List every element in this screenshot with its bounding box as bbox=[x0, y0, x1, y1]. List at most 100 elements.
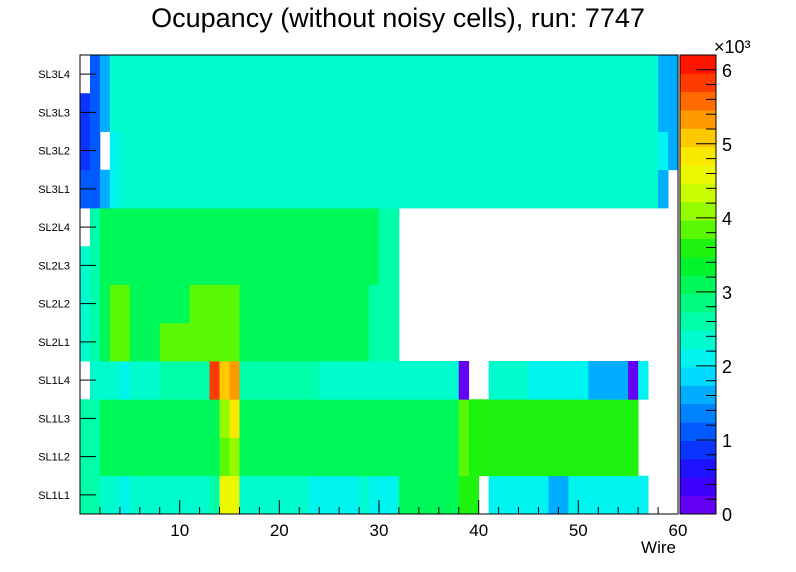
palette-tick-label: 4 bbox=[722, 209, 732, 229]
palette-level bbox=[680, 312, 716, 331]
heatmap-cell bbox=[249, 437, 260, 477]
heatmap-cell bbox=[608, 399, 619, 438]
heatmap-cell bbox=[229, 284, 240, 324]
palette-level bbox=[680, 201, 716, 221]
heatmap-cell bbox=[488, 169, 499, 209]
heatmap-cell bbox=[149, 322, 161, 362]
heatmap-cell bbox=[299, 475, 310, 515]
heatmap-cell bbox=[329, 169, 340, 209]
heatmap-cell bbox=[219, 475, 230, 515]
heatmap-cell bbox=[508, 131, 519, 171]
heatmap-cell bbox=[99, 169, 111, 209]
heatmap-cell bbox=[349, 399, 360, 438]
heatmap-cell bbox=[149, 399, 161, 438]
heatmap-cell bbox=[458, 437, 470, 477]
heatmap-cell bbox=[468, 169, 480, 209]
heatmap-cell bbox=[319, 437, 330, 477]
heatmap-cell bbox=[398, 361, 410, 400]
palette-level bbox=[680, 495, 716, 515]
heatmap-cell bbox=[169, 93, 181, 132]
heatmap-cell bbox=[319, 208, 330, 247]
heatmap-cell bbox=[179, 399, 191, 438]
heatmap-cell bbox=[289, 246, 300, 285]
heatmap-cell bbox=[488, 93, 499, 132]
heatmap-cell bbox=[508, 399, 519, 438]
heatmap-cell bbox=[458, 131, 470, 171]
heatmap-cell bbox=[309, 284, 320, 324]
heatmap-cell bbox=[568, 93, 579, 132]
heatmap-cell bbox=[369, 322, 380, 362]
heatmap-cell bbox=[329, 361, 340, 400]
palette-tick-label: 3 bbox=[722, 283, 732, 303]
heatmap-cell bbox=[528, 399, 539, 438]
heatmap-cell bbox=[578, 399, 589, 438]
heatmap-cell bbox=[249, 322, 260, 362]
heatmap-cell bbox=[418, 131, 430, 171]
heatmap-cell bbox=[149, 169, 161, 209]
heatmap-cell bbox=[289, 322, 300, 362]
heatmap-cell bbox=[369, 437, 380, 477]
heatmap-cell bbox=[339, 93, 350, 132]
heatmap-cell bbox=[448, 437, 460, 477]
heatmap-cell bbox=[339, 208, 350, 247]
heatmap-cell bbox=[179, 246, 191, 285]
heatmap-cell bbox=[149, 437, 161, 477]
heatmap-cell bbox=[568, 475, 579, 515]
heatmap-cell bbox=[558, 399, 569, 438]
heatmap-cell bbox=[478, 169, 490, 209]
heatmap-cell bbox=[518, 475, 529, 515]
heatmap-cell bbox=[189, 475, 200, 515]
heatmap-cell bbox=[309, 131, 320, 171]
heatmap-cell bbox=[528, 169, 539, 209]
heatmap-cell bbox=[428, 131, 440, 171]
heatmap-cell bbox=[139, 169, 151, 209]
heatmap-cell bbox=[119, 322, 131, 362]
heatmap-cell bbox=[229, 55, 240, 94]
heatmap-cell bbox=[548, 169, 559, 209]
heatmap-cell bbox=[359, 55, 370, 94]
heatmap-cell bbox=[388, 284, 400, 324]
heatmap-cell bbox=[359, 246, 370, 285]
heatmap-cells bbox=[80, 55, 679, 515]
heatmap-cell bbox=[109, 322, 121, 362]
heatmap-cell bbox=[398, 169, 410, 209]
heatmap-cell bbox=[129, 284, 141, 324]
heatmap-cell bbox=[319, 284, 330, 324]
heatmap-cell bbox=[628, 55, 639, 94]
palette-level bbox=[680, 256, 716, 276]
heatmap-cell bbox=[209, 322, 220, 362]
heatmap-cell bbox=[448, 93, 460, 132]
palette-level bbox=[680, 128, 716, 148]
heatmap-cell bbox=[628, 131, 639, 171]
heatmap-cell bbox=[259, 131, 270, 171]
heatmap-cell bbox=[309, 361, 320, 400]
heatmap-cell bbox=[109, 437, 121, 477]
heatmap-cell bbox=[379, 131, 390, 171]
heatmap-cell bbox=[658, 93, 669, 132]
heatmap-cell bbox=[598, 169, 609, 209]
heatmap-cell bbox=[598, 475, 609, 515]
heatmap-cell bbox=[508, 475, 519, 515]
heatmap-cell bbox=[388, 169, 400, 209]
x-tick-label: 10 bbox=[170, 521, 189, 540]
heatmap-cell bbox=[249, 399, 260, 438]
heatmap-cell bbox=[438, 361, 450, 400]
heatmap-cell bbox=[558, 475, 569, 515]
heatmap-cell bbox=[329, 93, 340, 132]
heatmap-cell bbox=[189, 169, 200, 209]
heatmap-cell bbox=[269, 284, 280, 324]
heatmap-cell bbox=[388, 208, 400, 247]
heatmap-cell bbox=[209, 437, 220, 477]
heatmap-cell bbox=[648, 55, 659, 94]
heatmap-cell bbox=[468, 93, 480, 132]
heatmap-cell bbox=[408, 55, 420, 94]
heatmap-cell bbox=[379, 246, 390, 285]
heatmap-cell bbox=[598, 93, 609, 132]
heatmap-cell bbox=[99, 437, 111, 477]
heatmap-cell bbox=[159, 246, 171, 285]
heatmap-cell bbox=[558, 437, 569, 477]
palette-level bbox=[680, 403, 716, 423]
heatmap-cell bbox=[339, 437, 350, 477]
heatmap-cell bbox=[379, 475, 390, 515]
heatmap-cell bbox=[658, 169, 669, 209]
